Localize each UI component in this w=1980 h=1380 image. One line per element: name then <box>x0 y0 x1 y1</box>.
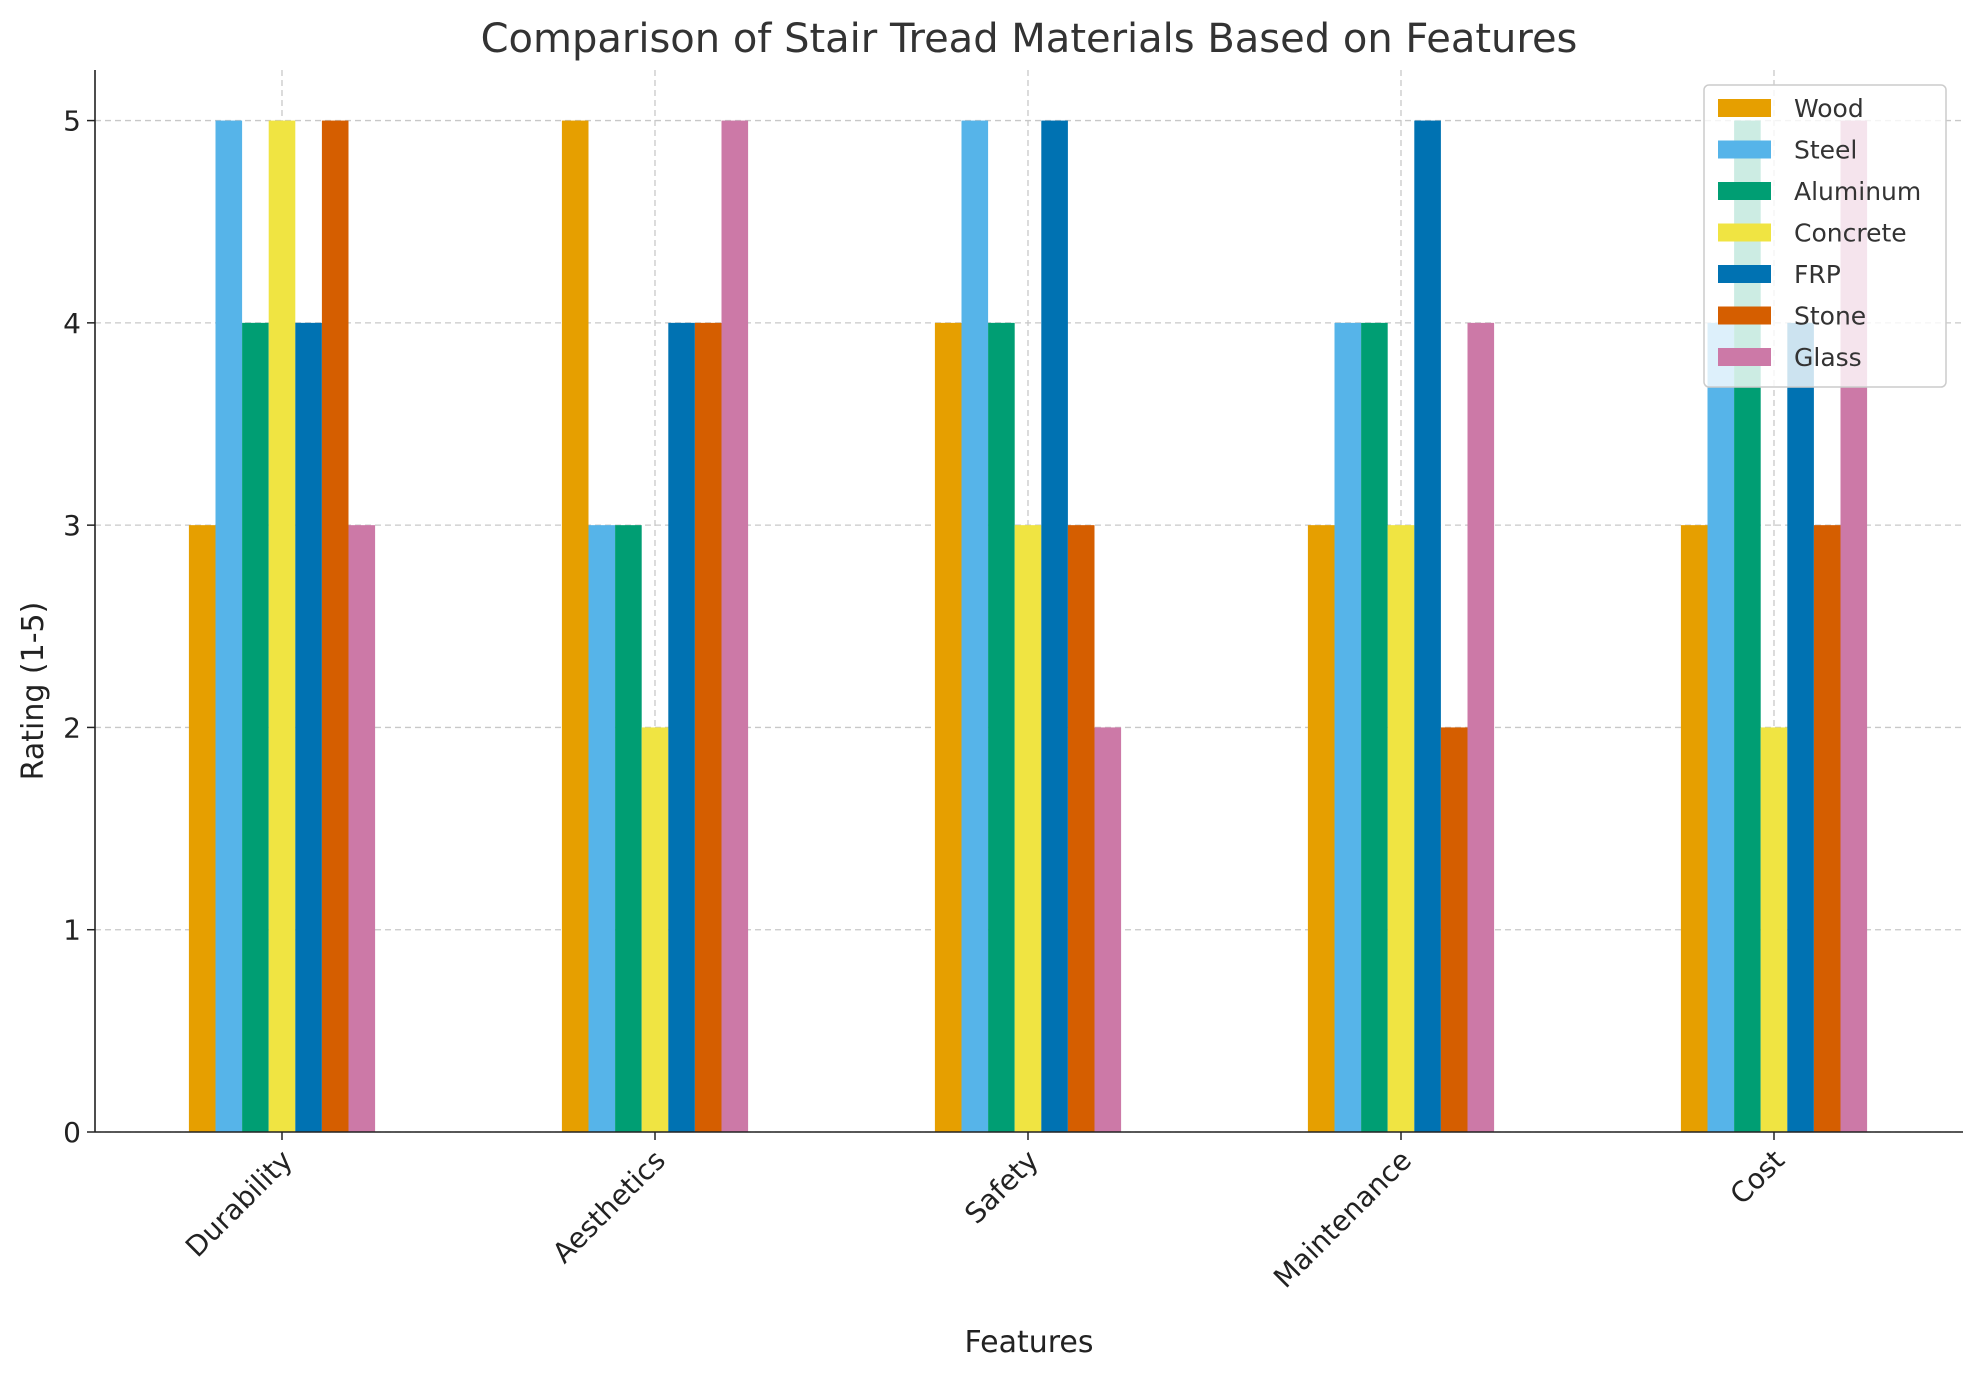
bar-glass-safety <box>1094 727 1122 1132</box>
legend: Wood Steel Aluminum Concrete FRP Stone Glass <box>1703 84 1947 388</box>
bar-stone-cost <box>1813 525 1841 1132</box>
bar-steel-safety <box>961 120 989 1133</box>
legend-label-steel: Steel <box>1794 136 1857 165</box>
legend-label-stone: Stone <box>1794 302 1866 331</box>
legend-swatch-aluminum <box>1718 182 1771 200</box>
chart-title: Comparison of Stair Tread Materials Base… <box>481 16 1578 62</box>
legend-label-frp: FRP <box>1794 260 1841 289</box>
bar-wood-maintenance <box>1307 525 1335 1132</box>
bars <box>188 120 1868 1133</box>
bar-aluminum-maintenance <box>1361 322 1388 1132</box>
bar-glass-durability <box>348 525 376 1132</box>
legend-swatch-concrete <box>1718 223 1771 242</box>
legend-swatch-frp <box>1718 265 1771 283</box>
bar-steel-durability <box>215 120 243 1133</box>
y-tick-label: 0 <box>63 1116 81 1149</box>
bar-frp-maintenance <box>1414 120 1441 1133</box>
y-tick-label: 4 <box>63 307 81 340</box>
axes <box>87 70 1963 1140</box>
bar-aluminum-durability <box>242 322 269 1132</box>
bar-aluminum-safety <box>988 322 1015 1132</box>
y-tick-label: 1 <box>63 914 81 947</box>
legend-swatch-glass <box>1718 348 1771 366</box>
bar-aluminum-aesthetics <box>615 525 642 1132</box>
bar-glass-aesthetics <box>721 120 749 1133</box>
legend-swatch-stone <box>1718 306 1771 325</box>
bar-concrete-durability <box>268 120 296 1133</box>
bar-stone-durability <box>321 120 349 1133</box>
bar-frp-aesthetics <box>668 322 695 1132</box>
bar-wood-durability <box>188 525 216 1132</box>
bar-steel-maintenance <box>1334 322 1362 1132</box>
bar-wood-safety <box>934 322 962 1132</box>
bar-frp-safety <box>1041 120 1068 1133</box>
legend-swatch-wood <box>1718 99 1771 117</box>
legend-label-wood: Wood <box>1794 94 1864 123</box>
bar-stone-maintenance <box>1440 727 1468 1132</box>
legend-swatch-steel <box>1718 140 1771 159</box>
y-tick-label: 5 <box>63 105 81 138</box>
bar-concrete-maintenance <box>1387 525 1415 1132</box>
bar-stone-aesthetics <box>694 322 722 1132</box>
bar-concrete-aesthetics <box>641 727 669 1132</box>
legend-label-concrete: Concrete <box>1794 219 1907 248</box>
bar-glass-maintenance <box>1467 322 1495 1132</box>
legend-label-glass: Glass <box>1794 343 1862 372</box>
bar-wood-cost <box>1680 525 1708 1132</box>
bar-frp-durability <box>295 322 322 1132</box>
bar-concrete-safety <box>1014 525 1042 1132</box>
bar-wood-aesthetics <box>561 120 589 1133</box>
y-tick-label: 2 <box>63 711 81 744</box>
legend-label-aluminum: Aluminum <box>1794 177 1921 206</box>
bar-frp-cost <box>1787 322 1814 1132</box>
y-axis-label: Rating (1-5) <box>16 602 51 781</box>
bar-steel-aesthetics <box>588 525 616 1132</box>
x-axis-label: Features <box>965 1325 1094 1360</box>
y-tick-label: 3 <box>63 509 81 542</box>
bar-steel-cost <box>1707 322 1735 1132</box>
bar-concrete-cost <box>1760 727 1788 1132</box>
bar-stone-safety <box>1067 525 1095 1132</box>
